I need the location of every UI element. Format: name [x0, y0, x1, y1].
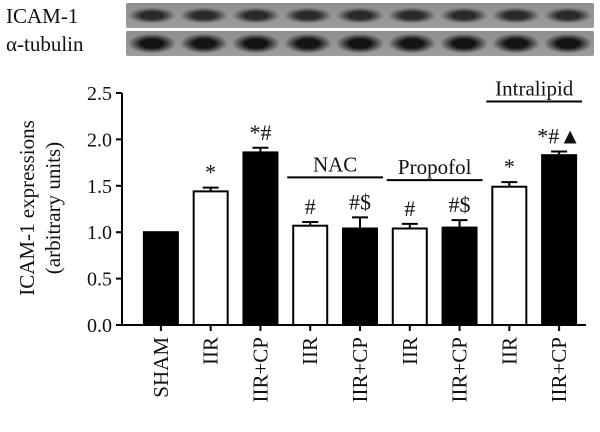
y-tick-label: 2.5	[87, 83, 112, 105]
x-tick-label: IIR+CP	[448, 337, 472, 403]
x-tick-label: IIR	[497, 337, 521, 365]
x-tick-label: SHAM	[149, 337, 173, 398]
significance-label: #	[305, 194, 316, 219]
bar	[441, 226, 478, 326]
blot-label-icam1: ICAM-1	[6, 4, 79, 28]
bar	[491, 185, 528, 326]
western-blot-tubulin-strip	[126, 31, 594, 56]
bar	[142, 231, 179, 326]
bar	[541, 154, 578, 326]
group-label: Propofol	[398, 155, 472, 179]
significance-label: *#	[249, 120, 271, 145]
y-tick-label: 1.5	[87, 176, 112, 198]
significance-label: #$	[349, 189, 371, 214]
significance-label: *	[504, 154, 515, 179]
plot-area: 0.00.51.01.52.02.5SHAM*IIR*#IIR+CP#IIR#$…	[87, 76, 586, 403]
x-tick-label: IIR+CP	[348, 337, 372, 403]
bar	[242, 151, 279, 326]
y-axis-title-line1: ICAM-1 expressions	[15, 120, 39, 296]
y-tick-label: 0.5	[87, 269, 112, 291]
group-label: NAC	[313, 152, 357, 176]
bar	[342, 227, 378, 327]
bar	[292, 224, 329, 326]
y-tick-label: 0.0	[87, 315, 112, 337]
western-blot-icam1-strip	[126, 3, 594, 28]
x-tick-label: IIR	[398, 337, 422, 365]
significance-label: *	[205, 160, 216, 185]
significance-label: *#▲	[537, 123, 581, 148]
significance-label: #	[404, 196, 415, 221]
group-label: Intralipid	[495, 76, 574, 100]
bar	[391, 227, 428, 327]
x-tick-label: IIR	[298, 337, 322, 365]
significance-label: #$	[449, 192, 471, 217]
y-axis-title-line2: (arbitrary units)	[41, 142, 65, 274]
y-tick-label: 1.0	[87, 222, 112, 244]
y-tick-label: 2.0	[87, 129, 112, 151]
y-axis-title: ICAM-1 expressions (arbitrary units)	[15, 120, 65, 296]
blot-label-tubulin: α-tubulin	[6, 32, 84, 56]
x-tick-label: IIR+CP	[547, 337, 571, 403]
x-tick-label: IIR	[199, 337, 223, 365]
x-tick-label: IIR+CP	[248, 337, 272, 403]
bar	[192, 190, 229, 326]
